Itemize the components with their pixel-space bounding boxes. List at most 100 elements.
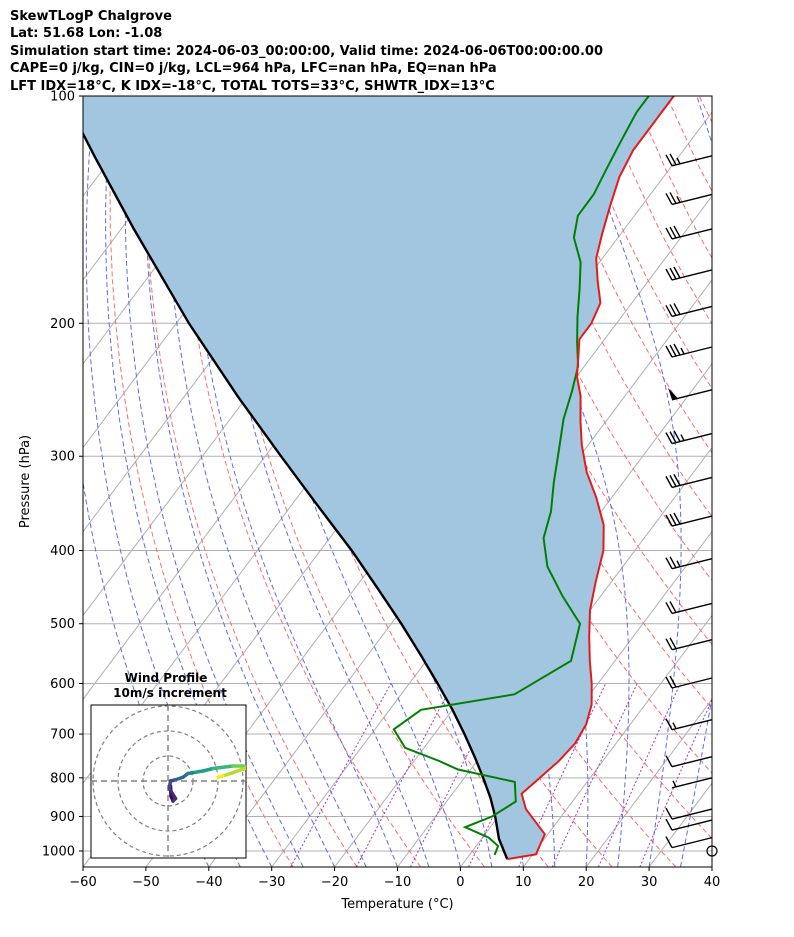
barb-full <box>665 514 673 527</box>
barb-staff <box>671 476 713 489</box>
dry-adiabat <box>698 96 712 124</box>
barb-full <box>665 836 673 848</box>
wind-barb <box>665 225 713 240</box>
barb-staff <box>671 193 713 206</box>
y-tick-label: 900 <box>50 810 75 825</box>
wind-barb <box>665 512 713 527</box>
wind-barb <box>671 777 713 789</box>
isotherm--130 <box>83 96 222 281</box>
wind-barbs <box>665 153 718 857</box>
barb-full <box>669 513 677 526</box>
temperature-line <box>507 96 675 861</box>
moist-adiabat <box>237 96 461 867</box>
isotherm-10 <box>522 614 712 867</box>
y-tick-label: 400 <box>50 544 75 559</box>
dry-adiabat <box>109 96 294 867</box>
dry-adiabat <box>732 96 794 867</box>
barb-staff <box>671 777 713 789</box>
barb-full <box>673 303 681 315</box>
wind-barb <box>665 192 713 206</box>
wind-barb <box>665 153 713 167</box>
barb-full <box>665 193 673 205</box>
barb-full <box>665 807 673 820</box>
barb-staff <box>671 836 713 849</box>
wind-barb <box>665 343 713 358</box>
barb-full <box>669 304 677 316</box>
barb-staff <box>671 819 713 831</box>
wind-barb <box>668 387 713 401</box>
y-tick-label: 100 <box>50 90 75 105</box>
x-axis-label: Temperature (°C) <box>340 897 453 912</box>
barb-full <box>665 305 673 317</box>
wind-barb <box>665 601 713 615</box>
barb-full <box>665 345 673 358</box>
derived-indices: LFT IDX=18°C, K IDX=-18°C, TOTAL TOTS=33… <box>10 78 495 94</box>
y-tick-label: 1000 <box>42 845 75 860</box>
dry-adiabat <box>633 96 712 260</box>
barb-staff <box>671 719 713 731</box>
y-tick-label: 800 <box>50 771 75 786</box>
barb-full <box>669 601 677 613</box>
hodograph-subtitle: 10m/s increment <box>113 686 227 700</box>
wind-barb <box>665 556 713 570</box>
barb-full <box>665 638 673 651</box>
moist-adiabat <box>144 96 336 867</box>
hodograph-plot <box>91 705 246 858</box>
barb-full <box>673 474 681 486</box>
barb-full <box>669 344 677 357</box>
barb-full <box>665 676 673 689</box>
x-tick-label: −60 <box>69 875 96 890</box>
isotherm--150 <box>83 96 96 114</box>
calm-wind-circle <box>706 845 718 857</box>
dry-adiabat <box>470 96 712 582</box>
x-tick-label: 10 <box>515 875 532 890</box>
barb-full <box>669 431 677 443</box>
barb-full <box>669 226 677 239</box>
wind-barb <box>665 675 713 689</box>
axes: −60 −50 −40 −30 −20 −10 0 10 20 30 40 100 200 300 400 5… <box>18 90 720 913</box>
barb-staff <box>671 639 713 651</box>
dry-adiabat <box>210 96 485 867</box>
barb-staff <box>671 602 713 615</box>
barb-staff <box>671 155 713 167</box>
moist-adiabat <box>124 96 304 867</box>
barb-staff <box>671 432 713 445</box>
x-tick-label: 0 <box>456 875 464 890</box>
barb-full <box>673 512 681 525</box>
y-axis-label: Pressure (hPa) <box>18 435 33 528</box>
barb-half <box>680 434 685 441</box>
barb-full <box>673 430 681 442</box>
wind-barb <box>665 303 713 318</box>
mixing-ratio-line <box>290 683 392 867</box>
barb-staff <box>671 305 713 318</box>
barb-full <box>665 557 673 569</box>
hodograph-segment <box>228 766 246 776</box>
y-tick-label: 700 <box>50 728 75 743</box>
barb-staff <box>671 677 713 689</box>
barb-half <box>672 722 677 730</box>
moist-adiabat <box>165 96 367 867</box>
dry-adiabat <box>503 96 712 518</box>
barb-staff <box>671 557 713 570</box>
barb-staff <box>671 269 713 281</box>
barb-staff <box>671 346 713 358</box>
barb-half <box>680 347 685 355</box>
plot-area <box>83 96 794 867</box>
cin-cape-shading <box>83 96 674 860</box>
y-tick-label: 500 <box>50 617 75 632</box>
barb-full <box>669 556 677 568</box>
x-tick-label: −30 <box>258 875 285 890</box>
moist-adiabat <box>187 96 398 867</box>
x-tick-label: −50 <box>132 875 159 890</box>
stability-indices: CAPE=0 j/kg, CIN=0 j/kg, LCL=964 hPa, LF… <box>10 61 497 77</box>
barb-full <box>665 227 673 240</box>
barb-full <box>665 818 673 831</box>
barb-full <box>665 755 673 768</box>
barb-full <box>669 475 677 487</box>
dewpoint-line <box>392 96 650 856</box>
barb-full <box>669 267 677 280</box>
y-tick-label: 600 <box>50 677 75 692</box>
wind-barb <box>665 818 713 831</box>
moist-adiabat <box>711 864 712 867</box>
